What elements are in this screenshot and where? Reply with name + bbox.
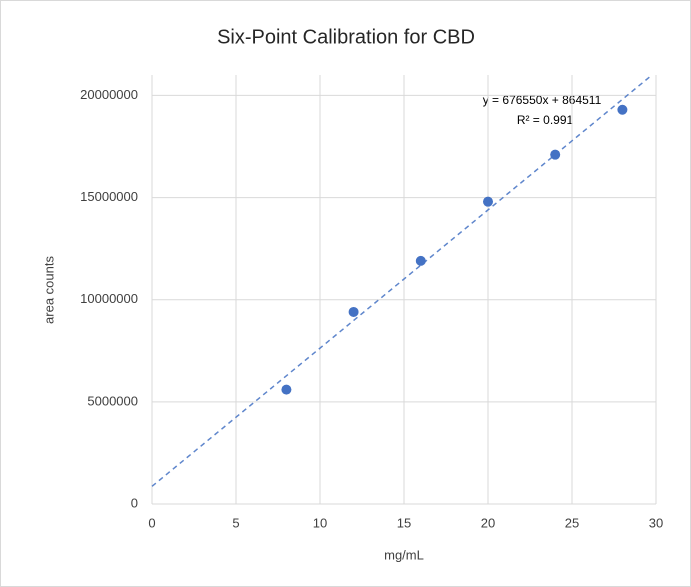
x-tick-label: 5 — [232, 515, 239, 530]
x-axis-label: mg/mL — [384, 547, 424, 562]
y-tick-label: 5000000 — [87, 393, 138, 408]
data-point — [348, 306, 359, 317]
data-point — [281, 384, 292, 395]
data-point — [483, 196, 493, 207]
y-axis-label: area counts — [41, 256, 56, 324]
x-tick-label: 15 — [397, 515, 411, 530]
x-tick-label: 0 — [148, 515, 155, 530]
y-tick-label: 20000000 — [80, 87, 138, 102]
x-tick-label: 30 — [649, 515, 663, 530]
y-tick-label: 10000000 — [80, 291, 138, 306]
data-point — [617, 104, 628, 115]
y-tick-label: 0 — [131, 495, 138, 510]
x-tick-label: 10 — [313, 515, 327, 530]
y-tick-label: 15000000 — [80, 189, 138, 204]
x-tick-label: 20 — [481, 515, 495, 530]
data-point — [415, 255, 426, 266]
x-tick-label: 25 — [565, 515, 579, 530]
data-point — [550, 149, 561, 160]
chart-title: Six-Point Calibration for CBD — [217, 26, 475, 48]
trendline-r-squared: R² = 0.991 — [517, 113, 574, 127]
